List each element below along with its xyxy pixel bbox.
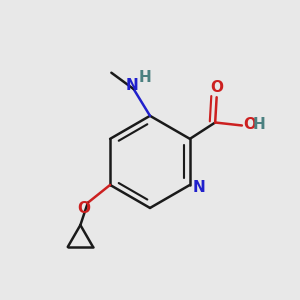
- Text: O: O: [77, 201, 90, 216]
- Text: N: N: [193, 180, 206, 195]
- Text: H: H: [253, 117, 266, 132]
- Text: O: O: [210, 80, 223, 95]
- Text: H: H: [139, 70, 151, 85]
- Text: N: N: [126, 78, 139, 93]
- Text: O: O: [243, 117, 256, 132]
